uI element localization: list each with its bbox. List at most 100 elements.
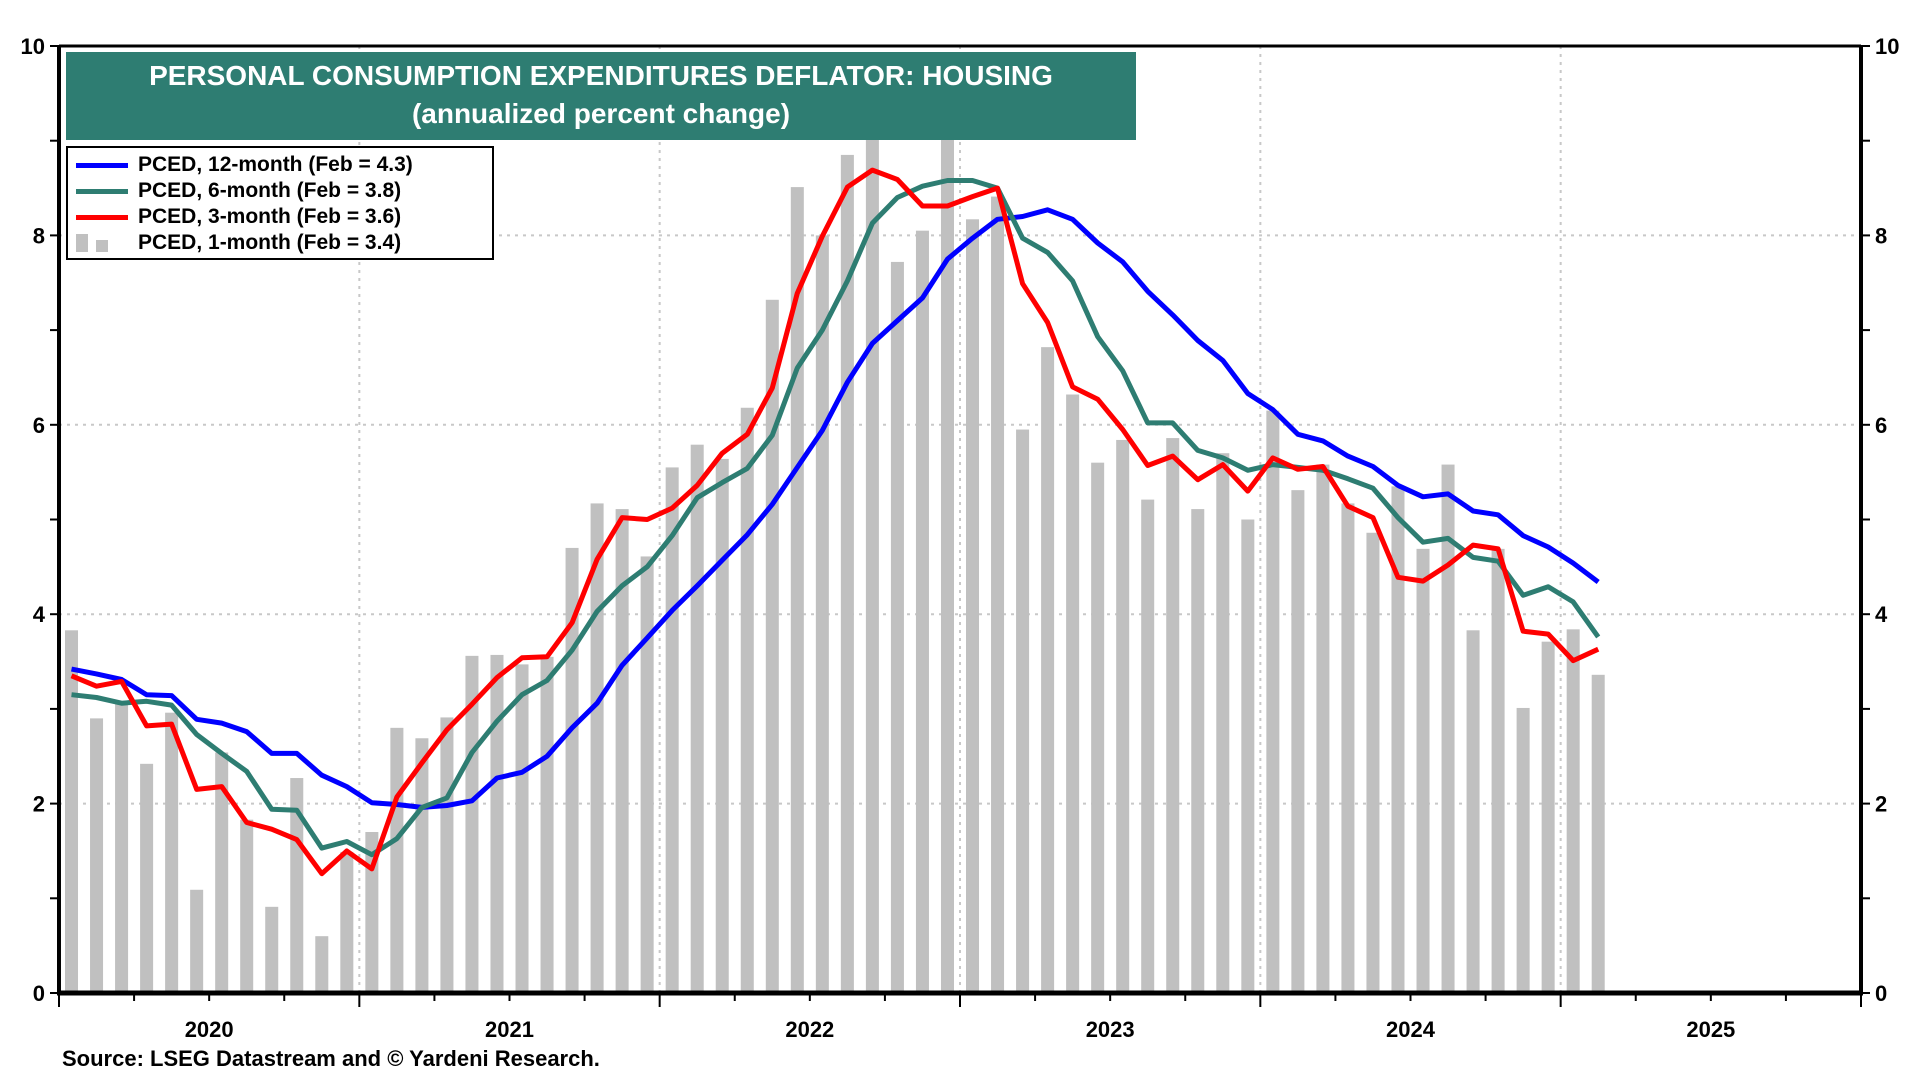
- bar: [1041, 347, 1055, 993]
- legend-item: PCED, 6-month (Feb = 3.8): [76, 178, 492, 204]
- bar: [1266, 410, 1280, 994]
- bar: [165, 712, 179, 993]
- gridlines: [59, 46, 1861, 993]
- legend-item: PCED, 1-month (Feb = 3.4): [76, 230, 492, 256]
- y-tick-label-left: 6: [33, 413, 45, 438]
- bar: [615, 509, 629, 993]
- x-tick-label: 2023: [1086, 1017, 1135, 1042]
- bar: [415, 738, 429, 993]
- bar: [265, 906, 279, 993]
- series-line: [70, 167, 1600, 877]
- bar: [1116, 439, 1130, 993]
- bar: [115, 703, 129, 993]
- bar: [90, 718, 104, 993]
- bar: [940, 112, 954, 994]
- bar: [440, 717, 454, 993]
- bar: [1166, 438, 1180, 994]
- bar: [890, 261, 904, 993]
- bar: [640, 556, 654, 993]
- bar: [1241, 519, 1255, 993]
- bar: [1516, 707, 1530, 993]
- bar: [690, 444, 704, 993]
- axes: 0 0 2 2 4 4 6 6 8 8 10 10 2020 2021 2022 2023 2024 2025: [21, 34, 1900, 1042]
- bar: [590, 503, 604, 993]
- bar: [1291, 490, 1305, 993]
- y-tick-label-left: 10: [21, 34, 45, 59]
- bar: [1366, 532, 1380, 993]
- bar: [1391, 486, 1405, 993]
- legend-swatch-1m: [76, 234, 128, 252]
- y-tick-label-left: 0: [33, 981, 45, 1006]
- bar: [290, 778, 304, 993]
- bar: [665, 467, 679, 993]
- legend-label: PCED, 12-month (Feb = 4.3): [138, 153, 413, 176]
- legend-swatch-3m: [76, 214, 128, 220]
- bar: [465, 655, 479, 993]
- bar: [1591, 674, 1605, 993]
- y-tick-label-left: 8: [33, 223, 45, 248]
- x-tick-label: 2020: [185, 1017, 234, 1042]
- y-tick-label-right: 0: [1875, 981, 1887, 1006]
- legend-label: PCED, 6-month (Feb = 3.8): [138, 179, 402, 202]
- y-tick-label-right: 4: [1875, 602, 1888, 627]
- bar: [140, 763, 154, 993]
- bar: [240, 819, 254, 993]
- x-tick-label: 2022: [785, 1017, 834, 1042]
- bar: [1466, 630, 1480, 993]
- bar: [740, 407, 754, 993]
- bar: [865, 112, 879, 994]
- bar: [991, 196, 1005, 993]
- y-tick-label-left: 2: [33, 792, 45, 817]
- legend-swatch-12m: [76, 162, 128, 168]
- bar: [1566, 629, 1580, 993]
- bar: [540, 656, 554, 993]
- chart-title-box: PERSONAL CONSUMPTION EXPENDITURES DEFLAT…: [66, 52, 1136, 140]
- bar: [715, 458, 729, 994]
- bar: [1216, 453, 1230, 994]
- bar: [840, 154, 854, 993]
- chart-subtitle: (annualized percent change): [411, 98, 791, 129]
- bar: [1541, 641, 1555, 993]
- bar: [1316, 464, 1330, 994]
- series-line: [71, 178, 1601, 858]
- y-tick-label-right: 6: [1875, 413, 1887, 438]
- x-tick-label: 2024: [1386, 1017, 1436, 1042]
- bar: [190, 889, 204, 993]
- bar: [340, 851, 354, 993]
- y-tick-label-left: 4: [33, 602, 46, 627]
- bar: [1416, 548, 1430, 993]
- series-line: [71, 207, 1600, 810]
- bar: [365, 832, 379, 993]
- line-series: [70, 167, 1601, 877]
- bar: [1066, 394, 1080, 994]
- y-tick-label-right: 10: [1875, 34, 1899, 59]
- y-tick-label-right: 8: [1875, 223, 1887, 248]
- bar: [815, 235, 829, 993]
- x-tick-label: 2025: [1686, 1017, 1735, 1042]
- legend-item: PCED, 12-month (Feb = 4.3): [76, 152, 492, 178]
- bar: [915, 230, 929, 994]
- x-tick-label: 2021: [485, 1017, 534, 1042]
- bar: [1491, 548, 1505, 993]
- bar: [1016, 429, 1030, 993]
- y-tick-label-right: 2: [1875, 792, 1887, 817]
- bar: [215, 752, 229, 993]
- bar: [790, 187, 804, 993]
- bar: [565, 547, 579, 993]
- bar: [1141, 499, 1155, 993]
- bar: [765, 299, 779, 993]
- bar: [315, 936, 329, 993]
- bar: [1341, 503, 1355, 993]
- bar: [65, 630, 79, 993]
- bar: [390, 727, 404, 993]
- legend: PCED, 12-month (Feb = 4.3) PCED, 6-month…: [66, 146, 494, 260]
- legend-item: PCED, 3-month (Feb = 3.6): [76, 204, 492, 230]
- chart-title: PERSONAL CONSUMPTION EXPENDITURES DEFLAT…: [149, 60, 1053, 91]
- bar: [1091, 462, 1105, 993]
- bar: [515, 664, 529, 993]
- bar: [1191, 509, 1205, 993]
- legend-label: PCED, 1-month (Feb = 3.4): [138, 231, 402, 254]
- bar: [490, 654, 504, 993]
- source-note: Source: LSEG Datastream and © Yardeni Re…: [62, 1046, 600, 1071]
